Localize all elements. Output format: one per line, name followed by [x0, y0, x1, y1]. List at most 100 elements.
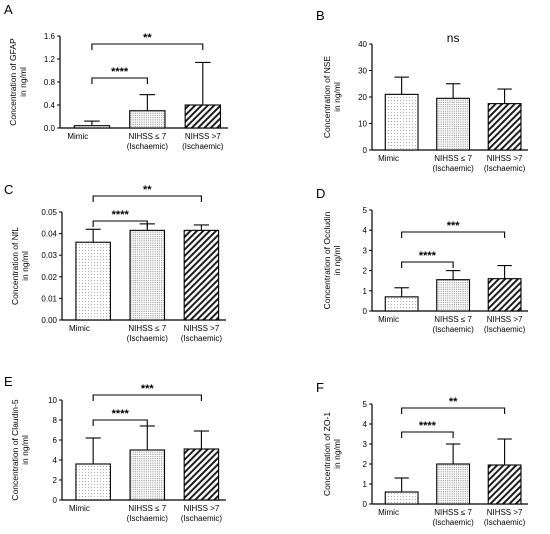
- x-tick-label: (Ischaemic): [484, 518, 526, 527]
- bar: [436, 279, 471, 312]
- panel-letter: F: [316, 380, 324, 395]
- y-tick-label: 2: [363, 267, 368, 276]
- y-axis-label: in ng/ml: [332, 82, 342, 112]
- y-tick-label: 40: [358, 40, 367, 49]
- significance-bracket: [91, 43, 204, 50]
- y-tick-label: 8: [53, 416, 58, 425]
- x-tick-label: NIHSS ≤ 7: [434, 315, 472, 324]
- y-tick-label: 4: [363, 226, 368, 235]
- y-tick-label: 5: [363, 206, 368, 215]
- y-tick-label: 10: [358, 120, 367, 129]
- y-tick-label: 1.2: [44, 55, 56, 64]
- x-tick-label: Mimic: [69, 504, 90, 513]
- y-axis-label: in ng/ml: [20, 251, 30, 281]
- y-tick-label: 1.6: [44, 32, 56, 41]
- panel-letter: B: [316, 8, 325, 23]
- bar: [184, 104, 221, 129]
- x-tick-label: Mimic: [69, 324, 90, 333]
- significance-bracket: [401, 231, 506, 238]
- y-tick-label: 0: [363, 146, 368, 155]
- x-tick-label: (Ischaemic): [181, 514, 223, 523]
- x-tick-label: (Ischaemic): [181, 334, 223, 343]
- y-tick-label: 4: [53, 456, 58, 465]
- x-tick-label: NIHSS >7: [184, 324, 220, 333]
- y-axis-label: Concentration of ZO-1: [322, 412, 332, 496]
- bar: [129, 449, 166, 501]
- panel-letter: A: [4, 2, 13, 17]
- y-tick-label: 20: [358, 93, 367, 102]
- significance-bracket: [401, 431, 454, 438]
- bar: [75, 463, 111, 501]
- y-tick-label: 0: [363, 500, 368, 509]
- significance-bracket: [401, 261, 454, 268]
- bar: [384, 93, 419, 151]
- significance-bracket: [92, 419, 148, 426]
- x-tick-label: Mimic: [378, 315, 399, 324]
- x-tick-label: NIHSS >7: [487, 154, 523, 163]
- x-tick-label: (Ischaemic): [432, 164, 474, 173]
- y-tick-label: 0: [363, 307, 368, 316]
- y-tick-label: 10: [48, 396, 57, 405]
- significance-bracket: [91, 77, 148, 84]
- y-axis-label: in ng/ml: [332, 439, 342, 469]
- bar: [487, 103, 522, 151]
- y-axis-label: in ng/ml: [18, 67, 28, 97]
- x-tick-label: NIHSS ≤ 7: [128, 324, 166, 333]
- significance-bracket: [92, 394, 202, 401]
- significance-bracket: [92, 220, 148, 227]
- x-tick-label: (Ischaemic): [127, 514, 169, 523]
- panel-a: A Concentration of GFAP in ng/ml 0.0 0.4 0.8 1…: [4, 2, 228, 151]
- x-tick-label: NIHSS ≤ 7: [434, 508, 472, 517]
- bar: [183, 229, 220, 321]
- y-axis-label: Concentration of Occludin: [322, 211, 332, 309]
- x-tick-label: (Ischaemic): [432, 325, 474, 334]
- significance-label: ****: [419, 420, 437, 432]
- y-axis-label: Concentration of GFAP: [8, 38, 18, 126]
- y-axis-label: Concentration of NSE: [322, 56, 332, 139]
- y-axis-label: Concentration of NfL: [10, 227, 20, 305]
- x-tick-label: Mimic: [67, 132, 88, 141]
- bar: [183, 448, 220, 501]
- significance-label: **: [449, 396, 458, 408]
- y-axis-label: Concentration of Claudin-5: [10, 399, 20, 500]
- y-tick-label: 30: [358, 67, 367, 76]
- bar: [436, 463, 471, 505]
- x-tick-label: NIHSS >7: [184, 504, 220, 513]
- significance-bracket: [401, 407, 506, 414]
- bar: [129, 229, 166, 321]
- y-tick-label: 0.8: [44, 78, 56, 87]
- y-tick-label: 5: [363, 400, 368, 409]
- y-tick-label: 3: [363, 440, 368, 449]
- significance-label: ****: [112, 209, 130, 221]
- bar: [487, 278, 522, 312]
- significance-label: **: [143, 32, 152, 44]
- bar: [384, 491, 419, 505]
- y-tick-label: 0.02: [41, 273, 57, 282]
- bar: [75, 241, 111, 321]
- x-tick-label: NIHSS ≤ 7: [434, 154, 472, 163]
- panel-e: E Concentration of Claudin-5 in ng/ml 0 2 4 6 8…: [4, 374, 226, 523]
- bar: [436, 97, 471, 151]
- panel-d: D Concentration of Occludin in ng/ml 0 1 2 3 4 5…: [316, 186, 528, 334]
- panel-c: C Concentration of NfL in ng/ml 0.00 0.01 0.0…: [4, 182, 226, 343]
- x-tick-label: NIHSS ≤ 7: [128, 132, 166, 141]
- significance-label: ns: [447, 31, 460, 45]
- y-tick-label: 1: [363, 480, 368, 489]
- x-tick-label: NIHSS >7: [487, 315, 523, 324]
- x-tick-label: (Ischaemic): [127, 334, 169, 343]
- x-tick-label: (Ischaemic): [484, 325, 526, 334]
- y-tick-label: 0.0: [44, 124, 56, 133]
- x-tick-label: (Ischaemic): [432, 518, 474, 527]
- x-tick-label: NIHSS ≤ 7: [128, 504, 166, 513]
- panel-b: B Concentration of NSE in ng/ml 0 10 20 30 40 Mi…: [316, 8, 528, 173]
- panel-letter: D: [316, 186, 325, 201]
- y-tick-label: 1: [363, 287, 368, 296]
- bar: [487, 464, 522, 505]
- y-axis-label: in ng/ml: [332, 246, 342, 276]
- y-tick-label: 0.04: [41, 230, 57, 239]
- panel-letter: E: [4, 374, 13, 389]
- significance-label: ****: [111, 66, 129, 78]
- x-tick-label: NIHSS >7: [185, 132, 221, 141]
- y-tick-label: 0.00: [41, 316, 57, 325]
